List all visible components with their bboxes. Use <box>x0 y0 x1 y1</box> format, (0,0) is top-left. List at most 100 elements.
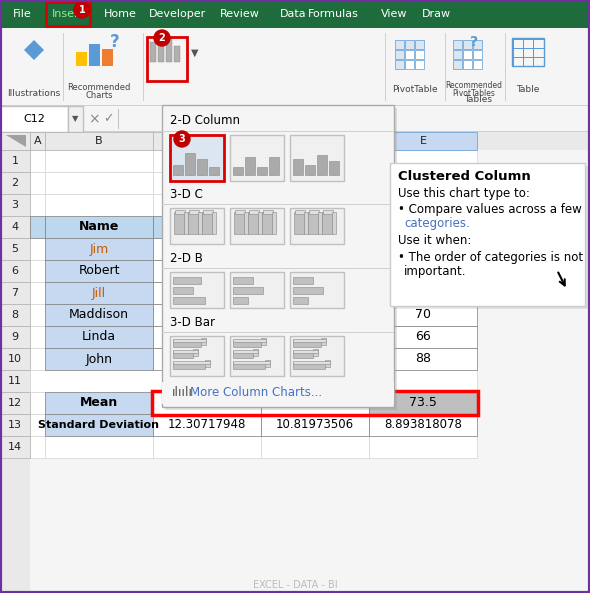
Bar <box>198 212 202 234</box>
Bar <box>30 392 45 414</box>
Bar <box>153 414 261 436</box>
Text: 7: 7 <box>11 288 18 298</box>
Bar <box>174 46 180 62</box>
Bar <box>415 60 424 69</box>
Text: C: C <box>203 136 211 146</box>
Bar <box>158 32 164 62</box>
Bar <box>45 172 153 194</box>
Bar <box>463 50 472 59</box>
Bar <box>261 238 369 260</box>
Bar <box>118 109 119 129</box>
Text: Insert: Insert <box>52 9 84 19</box>
Bar <box>45 238 153 260</box>
Bar <box>0 238 30 260</box>
Bar <box>293 277 313 284</box>
Bar <box>261 216 369 238</box>
Bar <box>153 392 261 414</box>
Text: 77: 77 <box>199 308 215 321</box>
Bar <box>513 38 514 66</box>
Bar <box>369 414 477 436</box>
Bar <box>173 351 193 358</box>
Text: Geography: Geography <box>385 221 461 234</box>
Bar <box>230 135 284 181</box>
Text: 77.33333333: 77.33333333 <box>276 397 354 410</box>
Text: ↩: ↩ <box>25 114 35 124</box>
Text: 11: 11 <box>8 376 22 386</box>
Bar <box>170 208 224 244</box>
Bar <box>230 272 284 308</box>
Bar <box>395 40 404 49</box>
Bar <box>234 212 244 234</box>
Bar <box>153 436 261 458</box>
Text: 3-D C: 3-D C <box>170 187 203 200</box>
Text: Use it when:: Use it when: <box>398 234 471 247</box>
Bar <box>174 212 184 234</box>
Bar <box>244 212 248 234</box>
Bar <box>261 348 369 370</box>
Bar <box>45 392 153 414</box>
Bar <box>395 60 404 69</box>
Bar <box>162 332 394 333</box>
Text: 72: 72 <box>415 264 431 278</box>
Text: Review: Review <box>220 9 260 19</box>
Bar <box>512 38 544 66</box>
Circle shape <box>154 30 170 46</box>
Bar <box>30 194 45 216</box>
Bar <box>261 370 369 392</box>
Bar <box>0 131 590 132</box>
Bar <box>45 370 153 392</box>
Bar <box>369 194 477 216</box>
Bar <box>309 210 319 214</box>
Text: ▼: ▼ <box>191 48 199 58</box>
Bar <box>153 414 261 436</box>
Bar <box>30 326 45 348</box>
Bar <box>293 297 308 304</box>
Bar <box>235 210 245 214</box>
Bar <box>76 52 87 66</box>
Text: ▼: ▼ <box>72 114 78 123</box>
Text: Home: Home <box>104 9 136 19</box>
Text: ?: ? <box>110 33 120 51</box>
Bar <box>294 212 304 234</box>
Bar <box>209 167 219 175</box>
Bar <box>332 212 336 234</box>
Bar <box>30 238 45 260</box>
Text: Formulas: Formulas <box>307 9 359 19</box>
Bar <box>45 326 153 348</box>
Text: 6: 6 <box>11 266 18 276</box>
Bar <box>369 260 477 282</box>
Bar <box>329 161 339 175</box>
Text: Use this chart type to:: Use this chart type to: <box>398 187 530 199</box>
Bar <box>272 212 276 234</box>
Bar <box>290 336 344 376</box>
Bar <box>261 326 369 348</box>
Bar <box>405 60 414 69</box>
Bar <box>173 340 201 347</box>
Text: Linda: Linda <box>82 330 116 343</box>
Bar <box>30 436 45 458</box>
Bar <box>523 38 524 66</box>
Text: • Compare values across a few: • Compare values across a few <box>398 202 582 215</box>
Bar <box>369 348 477 370</box>
Text: A: A <box>34 136 41 146</box>
Bar <box>0 216 30 238</box>
Bar <box>473 40 482 49</box>
Bar <box>369 216 477 238</box>
Bar <box>30 132 45 150</box>
Bar <box>261 304 369 326</box>
Text: Standard Deviation: Standard Deviation <box>38 420 159 430</box>
Bar <box>369 348 477 370</box>
Text: 10.81973506: 10.81973506 <box>276 419 354 432</box>
Bar <box>290 135 344 181</box>
Bar <box>153 370 261 392</box>
Bar <box>233 277 253 284</box>
Text: ılıılı: ılıılı <box>172 387 193 400</box>
Bar <box>463 40 472 49</box>
Bar <box>212 212 216 234</box>
Bar <box>173 362 205 369</box>
Text: ↪: ↪ <box>43 114 53 124</box>
Bar <box>261 260 369 282</box>
Bar <box>261 414 369 436</box>
Text: Clustered Column: Clustered Column <box>398 171 531 183</box>
Bar <box>385 33 386 101</box>
